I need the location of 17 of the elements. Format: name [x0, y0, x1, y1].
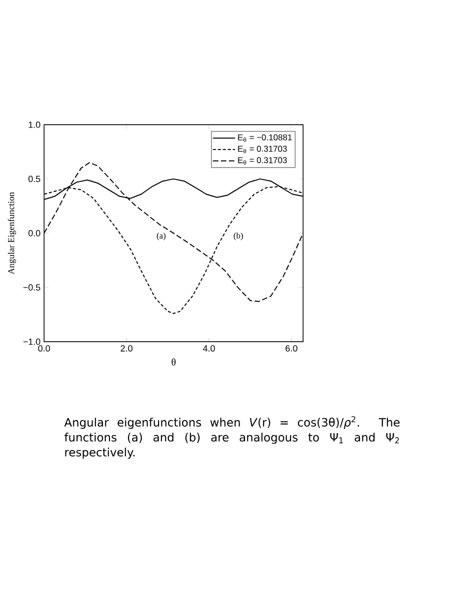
legend-label: E$_{θ}$ = −0.10881 — [238, 134, 292, 142]
y-tick-label: 0.0 — [28, 230, 40, 236]
y-axis-title: Angular Eigenfunction — [8, 192, 16, 274]
x-axis-title: θ — [172, 358, 176, 366]
annotation: (b) — [234, 232, 243, 240]
legend-label: E$_{θ}$ = 0.31703 — [238, 157, 287, 165]
legend-label: E$_{θ}$ = 0.31703 — [238, 146, 287, 154]
x-tick-label: 2.0 — [120, 345, 132, 352]
x-tick-label: 4.0 — [202, 345, 215, 352]
y-tick-label: 1.0 — [28, 122, 40, 128]
text: Angular eigenfunctions when V(r) = cos(3θ)/ρ$^{2}$. The functions (a) and (b) are analogous to Ψ$_{1}$ and Ψ$_{2}$ respectively. — [64, 416, 400, 459]
y-tick-label: 0.5 — [28, 176, 40, 182]
y-tick-label: −0.5 — [23, 284, 40, 291]
x-tick-label: 0.0 — [38, 345, 50, 352]
x-tick-label: 6.0 — [286, 345, 298, 352]
y-tick-label: −1.0 — [23, 338, 40, 345]
annotation: (a) — [156, 232, 166, 240]
